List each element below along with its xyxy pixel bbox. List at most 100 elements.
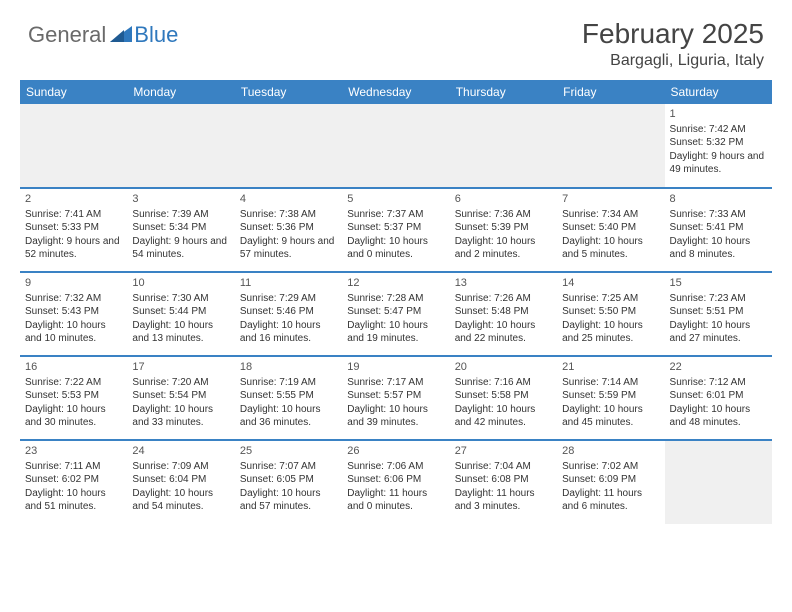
- daylight-line: Daylight: 11 hours and 3 minutes.: [455, 487, 552, 514]
- day-header: Friday: [557, 80, 664, 104]
- table-row: 16Sunrise: 7:22 AMSunset: 5:53 PMDayligh…: [20, 356, 772, 440]
- calendar-cell: 6Sunrise: 7:36 AMSunset: 5:39 PMDaylight…: [450, 188, 557, 272]
- daylight-line: Daylight: 10 hours and 42 minutes.: [455, 403, 552, 430]
- sunrise-line: Sunrise: 7:26 AM: [455, 292, 552, 306]
- sunrise-line: Sunrise: 7:32 AM: [25, 292, 122, 306]
- day-number: 24: [132, 444, 229, 459]
- sunset-line: Sunset: 5:34 PM: [132, 221, 229, 235]
- sunset-line: Sunset: 5:51 PM: [670, 305, 767, 319]
- daylight-line: Daylight: 10 hours and 25 minutes.: [562, 319, 659, 346]
- day-number: 1: [670, 107, 767, 122]
- calendar-cell: [665, 440, 772, 524]
- daylight-line: Daylight: 10 hours and 5 minutes.: [562, 235, 659, 262]
- sunset-line: Sunset: 5:40 PM: [562, 221, 659, 235]
- logo: General Blue: [28, 22, 178, 48]
- calendar-cell: 4Sunrise: 7:38 AMSunset: 5:36 PMDaylight…: [235, 188, 342, 272]
- day-header: Thursday: [450, 80, 557, 104]
- daylight-line: Daylight: 9 hours and 54 minutes.: [132, 235, 229, 262]
- header: General Blue February 2025 Bargagli, Lig…: [0, 0, 792, 76]
- day-number: 15: [670, 276, 767, 291]
- sunset-line: Sunset: 5:46 PM: [240, 305, 337, 319]
- day-number: 22: [670, 360, 767, 375]
- sunrise-line: Sunrise: 7:41 AM: [25, 208, 122, 222]
- sunset-line: Sunset: 5:58 PM: [455, 389, 552, 403]
- logo-text-general: General: [28, 22, 106, 48]
- day-number: 13: [455, 276, 552, 291]
- table-row: 1Sunrise: 7:42 AMSunset: 5:32 PMDaylight…: [20, 104, 772, 188]
- sunset-line: Sunset: 6:02 PM: [25, 473, 122, 487]
- sunset-line: Sunset: 5:57 PM: [347, 389, 444, 403]
- day-number: 2: [25, 192, 122, 207]
- calendar-cell: 11Sunrise: 7:29 AMSunset: 5:46 PMDayligh…: [235, 272, 342, 356]
- sunrise-line: Sunrise: 7:09 AM: [132, 460, 229, 474]
- table-row: 23Sunrise: 7:11 AMSunset: 6:02 PMDayligh…: [20, 440, 772, 524]
- sunset-line: Sunset: 5:36 PM: [240, 221, 337, 235]
- calendar-cell: 2Sunrise: 7:41 AMSunset: 5:33 PMDaylight…: [20, 188, 127, 272]
- day-header: Monday: [127, 80, 234, 104]
- calendar-cell: 7Sunrise: 7:34 AMSunset: 5:40 PMDaylight…: [557, 188, 664, 272]
- sunset-line: Sunset: 5:39 PM: [455, 221, 552, 235]
- day-number: 28: [562, 444, 659, 459]
- day-header: Tuesday: [235, 80, 342, 104]
- daylight-line: Daylight: 10 hours and 54 minutes.: [132, 487, 229, 514]
- calendar-cell: 18Sunrise: 7:19 AMSunset: 5:55 PMDayligh…: [235, 356, 342, 440]
- daylight-line: Daylight: 10 hours and 10 minutes.: [25, 319, 122, 346]
- sunrise-line: Sunrise: 7:02 AM: [562, 460, 659, 474]
- daylight-line: Daylight: 10 hours and 2 minutes.: [455, 235, 552, 262]
- day-number: 18: [240, 360, 337, 375]
- calendar-cell: [450, 104, 557, 188]
- sunrise-line: Sunrise: 7:07 AM: [240, 460, 337, 474]
- daylight-line: Daylight: 9 hours and 49 minutes.: [670, 150, 767, 177]
- sunset-line: Sunset: 5:55 PM: [240, 389, 337, 403]
- calendar-cell: 23Sunrise: 7:11 AMSunset: 6:02 PMDayligh…: [20, 440, 127, 524]
- sunset-line: Sunset: 5:59 PM: [562, 389, 659, 403]
- location-label: Bargagli, Liguria, Italy: [582, 52, 764, 70]
- sunset-line: Sunset: 5:48 PM: [455, 305, 552, 319]
- sunset-line: Sunset: 6:04 PM: [132, 473, 229, 487]
- calendar-cell: 27Sunrise: 7:04 AMSunset: 6:08 PMDayligh…: [450, 440, 557, 524]
- table-row: 9Sunrise: 7:32 AMSunset: 5:43 PMDaylight…: [20, 272, 772, 356]
- day-number: 14: [562, 276, 659, 291]
- calendar-cell: 28Sunrise: 7:02 AMSunset: 6:09 PMDayligh…: [557, 440, 664, 524]
- day-number: 3: [132, 192, 229, 207]
- calendar-cell: 5Sunrise: 7:37 AMSunset: 5:37 PMDaylight…: [342, 188, 449, 272]
- calendar-cell: 24Sunrise: 7:09 AMSunset: 6:04 PMDayligh…: [127, 440, 234, 524]
- calendar-cell: [235, 104, 342, 188]
- day-number: 20: [455, 360, 552, 375]
- logo-text-blue: Blue: [134, 22, 178, 48]
- calendar-cell: 13Sunrise: 7:26 AMSunset: 5:48 PMDayligh…: [450, 272, 557, 356]
- daylight-line: Daylight: 10 hours and 27 minutes.: [670, 319, 767, 346]
- calendar-cell: 8Sunrise: 7:33 AMSunset: 5:41 PMDaylight…: [665, 188, 772, 272]
- sunset-line: Sunset: 5:53 PM: [25, 389, 122, 403]
- calendar-cell: 17Sunrise: 7:20 AMSunset: 5:54 PMDayligh…: [127, 356, 234, 440]
- daylight-line: Daylight: 10 hours and 8 minutes.: [670, 235, 767, 262]
- day-number: 4: [240, 192, 337, 207]
- calendar-cell: 10Sunrise: 7:30 AMSunset: 5:44 PMDayligh…: [127, 272, 234, 356]
- sunrise-line: Sunrise: 7:29 AM: [240, 292, 337, 306]
- day-number: 10: [132, 276, 229, 291]
- calendar-cell: [342, 104, 449, 188]
- daylight-line: Daylight: 10 hours and 33 minutes.: [132, 403, 229, 430]
- sunrise-line: Sunrise: 7:33 AM: [670, 208, 767, 222]
- sunrise-line: Sunrise: 7:12 AM: [670, 376, 767, 390]
- table-row: 2Sunrise: 7:41 AMSunset: 5:33 PMDaylight…: [20, 188, 772, 272]
- sunrise-line: Sunrise: 7:14 AM: [562, 376, 659, 390]
- day-number: 12: [347, 276, 444, 291]
- daylight-line: Daylight: 11 hours and 0 minutes.: [347, 487, 444, 514]
- calendar-cell: 19Sunrise: 7:17 AMSunset: 5:57 PMDayligh…: [342, 356, 449, 440]
- daylight-line: Daylight: 9 hours and 52 minutes.: [25, 235, 122, 262]
- sunrise-line: Sunrise: 7:22 AM: [25, 376, 122, 390]
- calendar-cell: [127, 104, 234, 188]
- day-header: Sunday: [20, 80, 127, 104]
- sunrise-line: Sunrise: 7:04 AM: [455, 460, 552, 474]
- sunrise-line: Sunrise: 7:06 AM: [347, 460, 444, 474]
- calendar-cell: 1Sunrise: 7:42 AMSunset: 5:32 PMDaylight…: [665, 104, 772, 188]
- page-title: February 2025: [582, 18, 764, 50]
- sunset-line: Sunset: 5:44 PM: [132, 305, 229, 319]
- sunrise-line: Sunrise: 7:25 AM: [562, 292, 659, 306]
- daylight-line: Daylight: 10 hours and 39 minutes.: [347, 403, 444, 430]
- sunrise-line: Sunrise: 7:16 AM: [455, 376, 552, 390]
- daylight-line: Daylight: 10 hours and 51 minutes.: [25, 487, 122, 514]
- sunset-line: Sunset: 5:41 PM: [670, 221, 767, 235]
- calendar-cell: 9Sunrise: 7:32 AMSunset: 5:43 PMDaylight…: [20, 272, 127, 356]
